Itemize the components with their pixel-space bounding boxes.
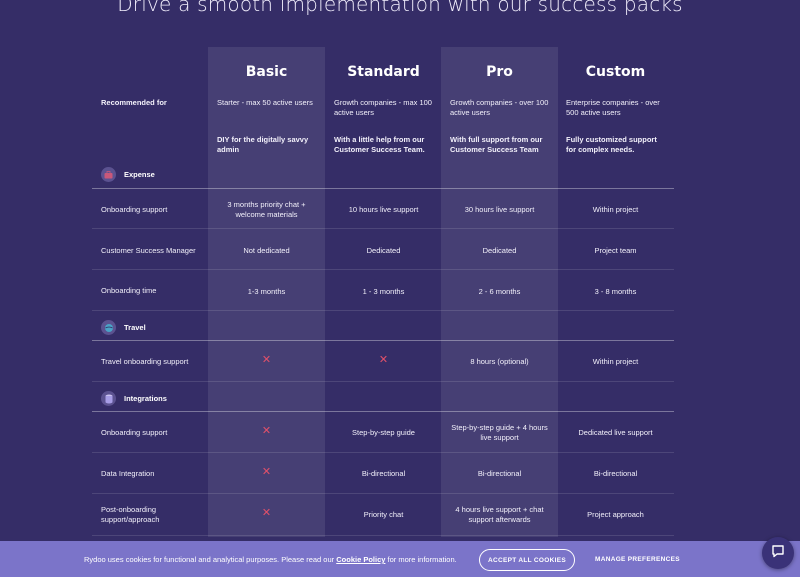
row-label-travel-onboarding: Travel onboarding support (101, 357, 189, 366)
recommended-basic: Starter - max 50 active users (217, 98, 313, 107)
recommended-label: Recommended for (101, 98, 167, 107)
section-expense: Expense (101, 167, 155, 182)
cell-onboarding-pro: 30 hours live support (464, 205, 535, 214)
description-standard: With a little help from our Customer Suc… (334, 135, 425, 154)
cookie-text-after: for more information. (385, 555, 457, 564)
cell-time-pro: 2 - 6 months (478, 287, 521, 296)
description-pro: With full support from our Customer Succ… (450, 135, 543, 154)
description-basic: DIY for the digitally savvy admin (217, 135, 309, 154)
divider (92, 310, 674, 311)
close-icon: ✕ (261, 507, 272, 519)
cell-post-pro: 4 hours live support + chat support afte… (455, 505, 544, 524)
cell-travel-pro: 8 hours (optional) (470, 357, 529, 366)
cell-int-onboarding-custom: Dedicated live support (578, 428, 653, 437)
cell-data-pro: Bi-directional (477, 469, 522, 478)
divider (92, 452, 674, 453)
globe-icon (101, 320, 116, 335)
close-icon: ✕ (261, 354, 272, 366)
row-label-int-onboarding: Onboarding support (101, 428, 168, 437)
plan-header-standard: Standard (347, 64, 420, 80)
cell-post-custom: Project approach (587, 510, 644, 519)
divider (92, 381, 674, 382)
cell-time-basic: 1-3 months (247, 287, 286, 296)
briefcase-icon (101, 167, 116, 182)
section-travel-label: Travel (124, 323, 146, 332)
cookie-policy-link[interactable]: Cookie Policy (336, 555, 386, 564)
cell-csm-basic: Not dedicated (243, 246, 290, 255)
recommended-custom: Enterprise companies - over 500 active u… (566, 98, 660, 117)
section-expense-label: Expense (124, 170, 155, 179)
manage-preferences-button[interactable]: MANAGE PREFERENCES (595, 556, 680, 563)
basic-column-highlight (208, 47, 325, 537)
cell-travel-custom: Within project (592, 357, 639, 366)
cell-csm-pro: Dedicated (482, 246, 517, 255)
pro-column-highlight (441, 47, 558, 537)
recommended-standard: Growth companies - max 100 active users (334, 98, 432, 117)
cell-time-standard: 1 - 3 months (362, 287, 405, 296)
row-label-csm: Customer Success Manager (101, 246, 196, 255)
section-integrations: Integrations (101, 391, 167, 406)
database-icon (101, 391, 116, 406)
divider (92, 535, 674, 536)
cell-int-onboarding-standard: Step-by-step guide (352, 428, 415, 437)
cell-onboarding-basic: 3 months priority chat + welcome materia… (227, 200, 306, 219)
cell-int-onboarding-pro: Step-by-step guide + 4 hours live suppor… (451, 423, 548, 442)
cell-data-custom: Bi-directional (593, 469, 638, 478)
page-title: Drive a smooth implementation with our s… (117, 0, 683, 16)
divider (92, 411, 674, 412)
row-label-onboarding-support: Onboarding support (101, 205, 168, 214)
close-icon: ✕ (261, 466, 272, 478)
divider (92, 269, 674, 270)
cell-time-custom: 3 - 8 months (594, 287, 637, 296)
cookie-text-before: Rydoo uses cookies for functional and an… (84, 555, 337, 564)
row-label-onboarding-time: Onboarding time (101, 286, 157, 295)
section-travel: Travel (101, 320, 146, 335)
row-label-data-integration: Data Integration (101, 469, 155, 478)
description-custom: Fully customized support for complex nee… (566, 135, 657, 154)
divider (92, 493, 674, 494)
chat-launcher-button[interactable] (762, 537, 794, 569)
cell-onboarding-standard: 10 hours live support (348, 205, 419, 214)
cell-csm-standard: Dedicated (366, 246, 401, 255)
cell-csm-custom: Project team (594, 246, 637, 255)
plan-header-custom: Custom (585, 64, 646, 80)
cell-onboarding-custom: Within project (592, 205, 639, 214)
cookie-text: Rydoo uses cookies for functional and an… (84, 555, 457, 564)
divider (92, 188, 674, 189)
cell-data-standard: Bi-directional (361, 469, 406, 478)
section-integrations-label: Integrations (124, 394, 167, 403)
plan-header-basic: Basic (245, 64, 288, 80)
accept-all-cookies-button[interactable]: ACCEPT ALL COOKIES (479, 549, 575, 571)
recommended-pro: Growth companies - over 100 active users (450, 98, 549, 117)
cell-post-standard: Priority chat (363, 510, 404, 519)
chat-icon (771, 544, 785, 563)
plan-header-pro: Pro (486, 64, 513, 80)
close-icon: ✕ (261, 425, 272, 437)
cookie-banner: Rydoo uses cookies for functional and an… (0, 541, 800, 577)
close-icon: ✕ (378, 354, 389, 366)
row-label-post-onboarding: Post-onboarding support/approach (101, 505, 160, 524)
divider (92, 340, 674, 341)
divider (92, 228, 674, 229)
